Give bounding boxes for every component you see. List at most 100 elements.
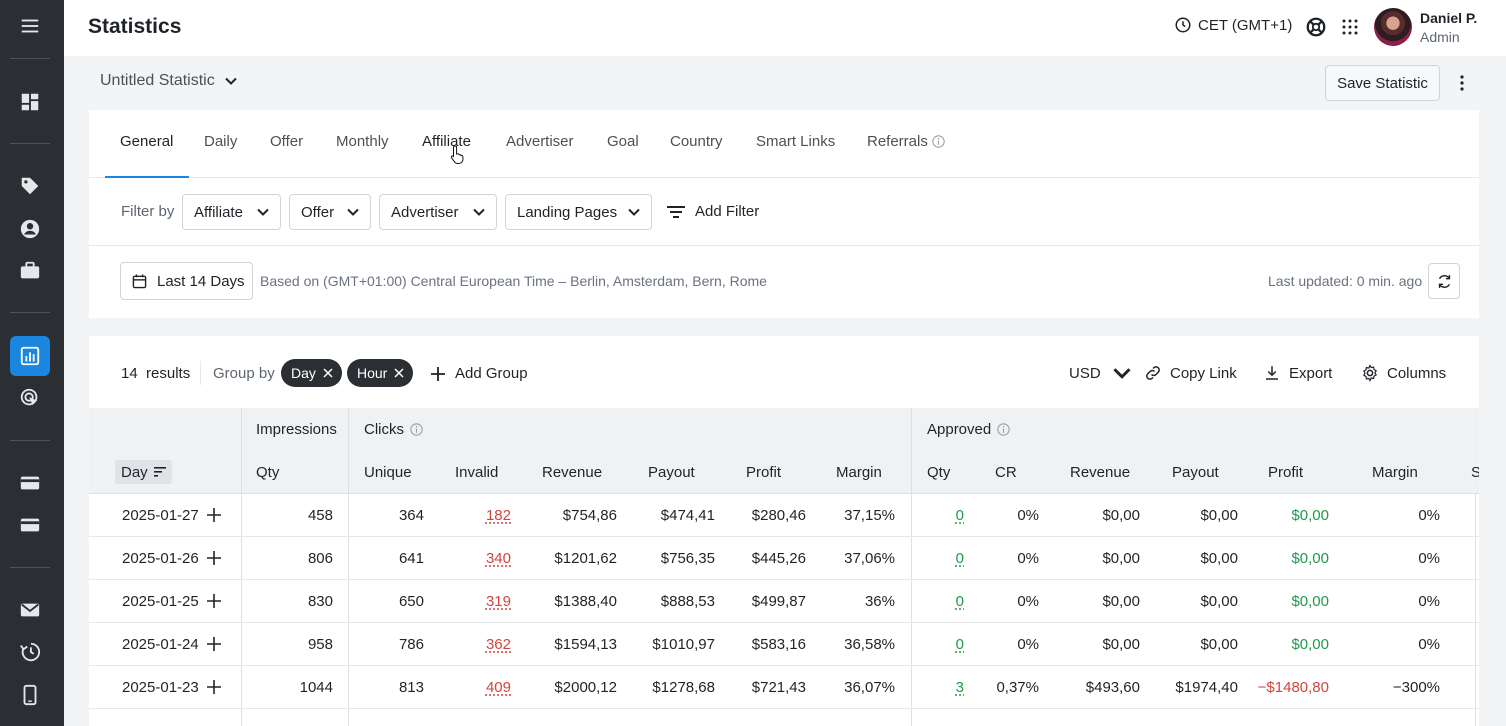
cell-invalid[interactable]: 362 — [485, 636, 511, 653]
date-range-button[interactable]: Last 14 Days — [120, 262, 253, 300]
tab-affiliate[interactable]: Affiliate — [422, 133, 471, 150]
results-toolbar: 14 results Group by Day Hour Add Group U… — [89, 336, 1479, 408]
group-header-approved-label: Approved — [927, 421, 992, 438]
group-chip-day[interactable]: Day — [281, 359, 342, 387]
export-button[interactable]: Export — [1263, 364, 1332, 382]
cell-invalid[interactable]: 409 — [485, 679, 511, 696]
add-group-label: Add Group — [455, 365, 528, 382]
apps-grid-icon[interactable] — [1338, 15, 1362, 39]
user-info[interactable]: Daniel P. Admin — [1420, 9, 1477, 47]
info-icon — [932, 135, 945, 148]
chevron-down-icon — [1113, 368, 1131, 379]
target-click-icon[interactable] — [10, 378, 50, 418]
column-revenue[interactable]: Revenue — [542, 464, 603, 481]
sidebar — [0, 0, 64, 726]
tab-monthly[interactable]: Monthly — [336, 133, 389, 150]
tab-referrals[interactable]: Referrals — [867, 133, 945, 150]
column-approved-profit[interactable]: Profit — [1268, 464, 1304, 481]
column-unique[interactable]: Unique — [364, 464, 412, 481]
cell-day: 2025-01-26 — [122, 550, 199, 567]
dashboard-icon[interactable] — [10, 82, 50, 122]
group-chip-hour[interactable]: Hour — [347, 359, 414, 387]
column-cr[interactable]: CR — [995, 464, 1017, 481]
cell-approved-qty[interactable]: 0 — [955, 507, 964, 524]
column-invalid[interactable]: Invalid — [455, 464, 499, 481]
cell-invalid[interactable]: 319 — [485, 593, 511, 610]
sort-by-day[interactable]: Day — [115, 460, 172, 484]
sidebar-divider — [10, 143, 50, 144]
close-icon[interactable] — [323, 368, 333, 378]
briefcase-icon[interactable] — [10, 251, 50, 291]
table-row[interactable]: 2025-01-24 958 786 362 $1594,13 $1010,97 $583,… — [89, 623, 1479, 666]
more-options-icon[interactable] — [1452, 72, 1472, 94]
menu-icon[interactable] — [10, 6, 50, 46]
card-icon[interactable] — [10, 463, 50, 503]
filter-affiliate-dropdown[interactable]: Affiliate — [182, 194, 281, 230]
cell-approved-qty[interactable]: 3 — [955, 679, 964, 696]
expand-row-icon[interactable] — [207, 551, 221, 565]
save-statistic-button[interactable]: Save Statistic — [1325, 65, 1440, 101]
cell-approved-qty[interactable]: 0 — [955, 593, 964, 610]
expand-row-icon[interactable] — [207, 680, 221, 694]
cell-approved-qty[interactable]: 0 — [955, 636, 964, 653]
tab-advertiser[interactable]: Advertiser — [506, 133, 574, 150]
cell-unique: 364 — [398, 507, 424, 524]
clock-icon — [1175, 17, 1191, 33]
link-icon — [1146, 366, 1160, 380]
column-margin[interactable]: Margin — [836, 464, 882, 481]
table-row[interactable]: 2025-01-25 830 650 319 $1388,40 $888,53 $499,8… — [89, 580, 1479, 623]
column-payout[interactable]: Payout — [648, 464, 695, 481]
cell-approved-payout: $0,00 — [1200, 507, 1238, 524]
cell-profit: $499,87 — [751, 593, 806, 610]
statistics-icon[interactable] — [10, 336, 50, 376]
column-approved-payout[interactable]: Payout — [1172, 464, 1219, 481]
tab-smart-links[interactable]: Smart Links — [756, 133, 836, 150]
filter-landing-pages-dropdown[interactable]: Landing Pages — [505, 194, 652, 230]
cell-invalid[interactable]: 182 — [485, 507, 511, 524]
timezone-selector[interactable]: CET (GMT+1) — [1174, 16, 1292, 34]
close-icon[interactable] — [394, 368, 404, 378]
column-approved-qty[interactable]: Qty — [927, 464, 951, 481]
expand-row-icon[interactable] — [207, 508, 221, 522]
group-chip-label: Day — [291, 365, 316, 381]
expand-row-icon[interactable] — [207, 594, 221, 608]
currency-dropdown[interactable]: USD — [1069, 364, 1131, 382]
column-profit[interactable]: Profit — [746, 464, 782, 481]
add-filter-button[interactable]: Add Filter — [667, 203, 759, 220]
filter-advertiser-dropdown[interactable]: Advertiser — [379, 194, 497, 230]
table-row[interactable]: 2025-01-27 458 364 182 $754,86 $474,41 $280,46… — [89, 494, 1479, 537]
table-row[interactable]: 2025-01-26 806 641 340 $1201,62 $756,35 $445,2… — [89, 537, 1479, 580]
cell-approved-qty[interactable]: 0 — [955, 550, 964, 567]
column-impressions-qty[interactable]: Qty — [256, 464, 280, 481]
mobile-icon[interactable] — [10, 675, 50, 715]
billing-icon[interactable] — [10, 505, 50, 545]
tab-goal[interactable]: Goal — [607, 133, 639, 150]
cell-payout: $474,41 — [660, 507, 715, 524]
cell-unique: 641 — [398, 550, 424, 567]
statistic-name-dropdown[interactable]: Untitled Statistic — [100, 72, 237, 90]
chevron-down-icon — [628, 208, 640, 216]
support-icon[interactable] — [1304, 15, 1328, 39]
tag-icon[interactable] — [10, 166, 50, 206]
user-icon[interactable] — [10, 209, 50, 249]
mail-icon[interactable] — [10, 590, 50, 630]
column-approved-revenue[interactable]: Revenue — [1070, 464, 1131, 481]
tab-general[interactable]: General — [120, 133, 174, 150]
add-group-button[interactable]: Add Group — [431, 365, 528, 382]
sidebar-divider — [10, 567, 50, 568]
tab-offer[interactable]: Offer — [270, 133, 304, 150]
cell-invalid[interactable]: 340 — [485, 550, 511, 567]
column-approved-margin[interactable]: Margin — [1372, 464, 1418, 481]
history-icon[interactable] — [10, 632, 50, 672]
info-icon — [997, 423, 1010, 436]
cell-approved-profit: $0,00 — [1291, 507, 1329, 524]
avatar[interactable] — [1374, 8, 1412, 46]
columns-button[interactable]: Columns — [1361, 364, 1446, 382]
refresh-button[interactable] — [1428, 263, 1460, 299]
copy-link-button[interactable]: Copy Link — [1144, 364, 1237, 382]
tab-country[interactable]: Country — [670, 133, 723, 150]
tab-daily[interactable]: Daily — [204, 133, 238, 150]
expand-row-icon[interactable] — [207, 637, 221, 651]
filter-offer-dropdown[interactable]: Offer — [289, 194, 371, 230]
table-row[interactable]: 2025-01-23 1044 813 409 $2000,12 $1278,68 $721… — [89, 666, 1479, 709]
